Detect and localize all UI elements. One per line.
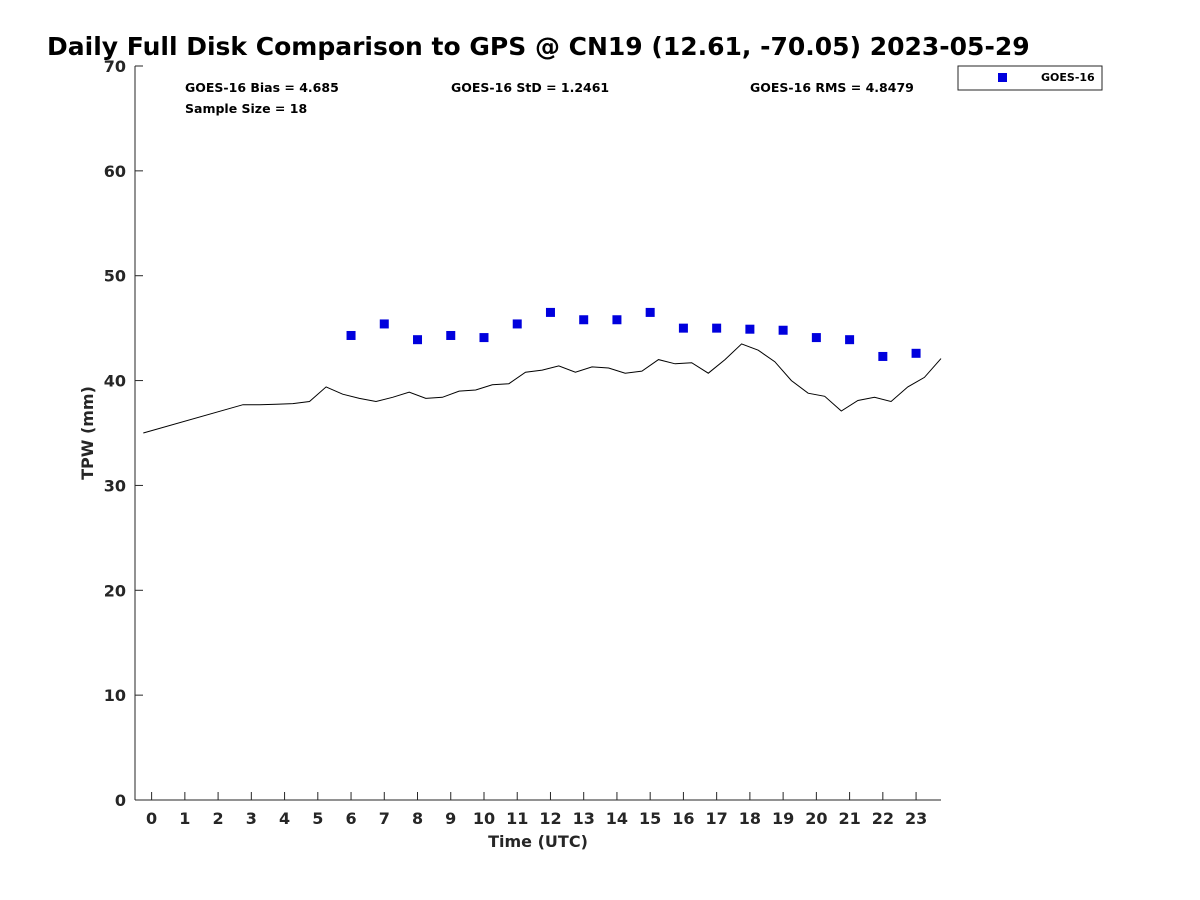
std-stat: GOES-16 StD = 1.2461 [451,80,609,95]
legend: GOES-16 [957,65,1103,91]
goes16-point [911,348,921,358]
goes16-point [712,323,722,333]
x-tick-label: 4 [279,809,290,828]
gps-line-series [143,343,942,434]
goes16-point [545,307,555,317]
x-tick-label: 8 [412,809,423,828]
gps-line [143,343,942,434]
x-tick-label: 9 [445,809,456,828]
sample-size-stat: Sample Size = 18 [185,101,307,116]
x-tick-label: 16 [672,809,694,828]
x-axis-label: Time (UTC) [488,832,588,851]
x-tick-label: 10 [473,809,495,828]
x-tick-label: 18 [739,809,761,828]
x-tick-label: 12 [539,809,561,828]
y-ticks: 0 10 20 30 40 50 60 70 [104,57,143,810]
bias-stat: GOES-16 Bias = 4.685 [185,80,339,95]
rms-stat: GOES-16 RMS = 4.8479 [750,80,914,95]
x-tick-label: 23 [905,809,927,828]
x-tick-label: 7 [379,809,390,828]
y-axis-label: TPW (mm) [78,386,97,480]
chart-title: Daily Full Disk Comparison to GPS @ CN19… [47,32,1030,61]
axes [134,66,941,801]
x-tick-label: 20 [805,809,827,828]
goes16-point [512,319,522,329]
x-tick-label: 5 [312,809,323,828]
x-tick-label: 1 [179,809,190,828]
y-tick-label: 0 [115,791,126,810]
x-tick-label: 11 [506,809,528,828]
y-tick-label: 10 [104,686,126,705]
x-tick-label: 15 [639,809,661,828]
goes16-point [845,335,855,345]
legend-goes16-marker [998,73,1007,82]
goes16-point [446,330,456,340]
y-tick-label: 40 [104,372,126,391]
x-tick-label: 14 [606,809,628,828]
goes16-point [811,333,821,343]
x-tick-label: 3 [246,809,257,828]
x-tick-label: 19 [772,809,794,828]
goes16-point [413,335,423,345]
y-tick-label: 20 [104,581,126,600]
x-tick-label: 13 [573,809,595,828]
goes16-point [878,351,888,361]
y-tick-label: 70 [104,57,126,76]
goes16-marker-series [346,307,921,361]
goes16-point [778,325,788,335]
x-tick-label: 2 [213,809,224,828]
legend-box [957,65,1103,91]
goes16-point [479,333,489,343]
x-tick-label: 0 [146,809,157,828]
goes16-point [379,319,389,329]
x-ticks: 0 1 2 3 4 5 6 7 8 9 10 11 12 13 14 15 16 17 18 19 20 21 22 23 [146,792,927,828]
x-tick-label: 17 [706,809,728,828]
x-tick-label: 6 [345,809,356,828]
x-tick-label: 22 [872,809,894,828]
goes16-point [745,324,755,334]
y-tick-label: 60 [104,162,126,181]
goes16-point [346,330,356,340]
goes16-point [612,315,622,325]
goes16-point [645,307,655,317]
legend-goes16-label: GOES-16 [1041,71,1095,84]
y-tick-label: 50 [104,267,126,286]
y-tick-label: 30 [104,476,126,495]
goes16-point [678,323,688,333]
goes16-point [579,315,589,325]
x-tick-label: 21 [838,809,860,828]
